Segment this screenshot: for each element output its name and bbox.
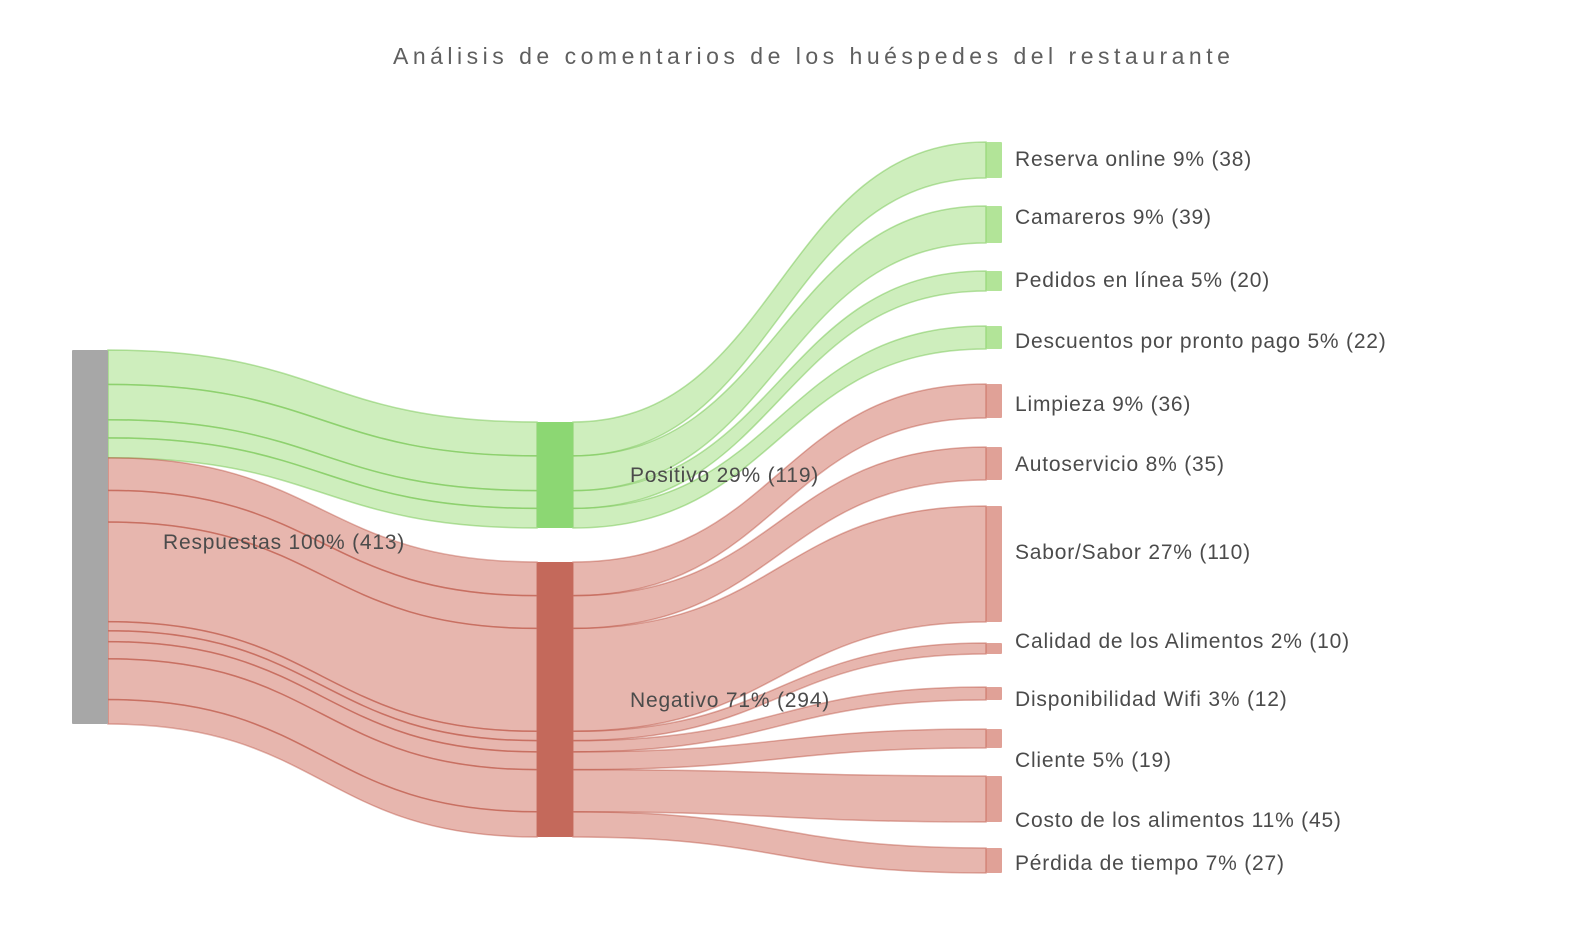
node-label-limpieza: Limpieza 9% (36) (1015, 392, 1192, 416)
node-label-sabor: Sabor/Sabor 27% (110) (1015, 540, 1251, 564)
sankey-link-positivo-camareros[interactable] (572, 205, 987, 492)
sankey-node-perdida_tiempo[interactable] (986, 848, 1002, 873)
node-label-camareros: Camareros 9% (39) (1015, 205, 1212, 229)
sankey-link-positivo-pedidos_en_linea[interactable] (572, 270, 987, 510)
node-label-respuestas: Respuestas 100% (413) (163, 530, 406, 554)
sankey-node-reserva_online[interactable] (986, 142, 1002, 178)
sankey-link-negativo-disponibilidad_wifi[interactable] (572, 686, 987, 753)
sankey-node-negativo[interactable] (537, 562, 573, 837)
sankey-link-negativo-calidad_alimentos[interactable] (572, 642, 987, 742)
sankey-link-negativo-limpieza[interactable] (572, 383, 987, 597)
node-label-negativo: Negativo 71% (294) (630, 688, 831, 712)
sankey-link-positivo-descuentos_pronto_pago[interactable] (572, 325, 987, 529)
sankey-node-sabor[interactable] (986, 506, 1002, 622)
node-label-cliente: Cliente 5% (19) (1015, 748, 1172, 772)
sankey-link-respuestas-perdida_tiempo[interactable] (107, 698, 538, 838)
sankey-link-negativo-autoservicio[interactable] (572, 446, 987, 630)
node-label-autoservicio: Autoservicio 8% (35) (1015, 452, 1225, 476)
sankey-link-negativo-perdida_tiempo[interactable] (572, 810, 987, 874)
node-label-reserva_online: Reserva online 9% (38) (1015, 147, 1253, 171)
node-label-costo_alimentos: Costo de los alimentos 11% (45) (1015, 808, 1342, 832)
sankey-node-camareros[interactable] (986, 206, 1002, 243)
node-label-positivo: Positivo 29% (119) (630, 463, 820, 487)
sankey-node-calidad_alimentos[interactable] (986, 643, 1002, 654)
sankey-link-negativo-costo_alimentos[interactable] (572, 768, 987, 823)
sankey-node-respuestas[interactable] (72, 350, 108, 724)
node-label-perdida_tiempo: Pérdida de tiempo 7% (27) (1015, 851, 1285, 875)
sankey-node-limpieza[interactable] (986, 384, 1002, 418)
node-label-pedidos_en_linea: Pedidos en línea 5% (20) (1015, 268, 1271, 292)
sankey-node-disponibilidad_wifi[interactable] (986, 687, 1002, 700)
sankey-node-positivo[interactable] (537, 422, 573, 528)
sankey-link-negativo-cliente[interactable] (572, 728, 987, 771)
sankey-node-costo_alimentos[interactable] (986, 776, 1002, 822)
sankey-node-cliente[interactable] (986, 729, 1002, 748)
node-label-descuentos_pronto_pago: Descuentos por pronto pago 5% (22) (1015, 329, 1387, 353)
sankey-node-descuentos_pronto_pago[interactable] (986, 326, 1002, 349)
sankey-link-positivo-reserva_online[interactable] (572, 141, 987, 457)
sankey-node-pedidos_en_linea[interactable] (986, 271, 1002, 291)
node-label-calidad_alimentos: Calidad de los Alimentos 2% (10) (1015, 629, 1350, 653)
chart-title: Análisis de comentarios de los huéspedes… (393, 43, 1235, 69)
sankey-link-respuestas-descuentos_pronto_pago[interactable] (107, 437, 538, 529)
node-label-disponibilidad_wifi: Disponibilidad Wifi 3% (12) (1015, 687, 1288, 711)
sankey-node-autoservicio[interactable] (986, 447, 1002, 480)
